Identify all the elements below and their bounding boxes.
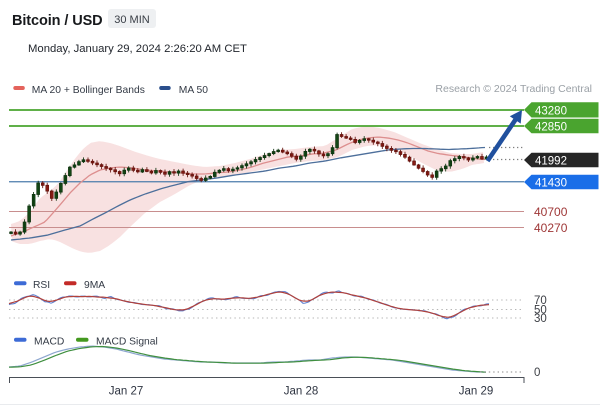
svg-text:Jan 28: Jan 28 <box>284 386 319 398</box>
svg-text:RSI: RSI <box>33 280 50 291</box>
svg-text:41992: 41992 <box>535 156 567 168</box>
svg-text:70: 70 <box>534 295 547 307</box>
svg-text:Jan 27: Jan 27 <box>109 386 144 398</box>
svg-text:30: 30 <box>534 313 547 325</box>
svg-text:MA 20 + Bollinger Bands: MA 20 + Bollinger Bands <box>32 85 145 96</box>
svg-text:MACD Signal: MACD Signal <box>96 337 158 348</box>
svg-text:40270: 40270 <box>534 221 568 235</box>
svg-text:Research © 2024 Trading Centra: Research © 2024 Trading Central <box>435 83 592 95</box>
svg-text:0: 0 <box>534 367 540 379</box>
svg-text:41430: 41430 <box>535 178 567 190</box>
svg-text:40700: 40700 <box>534 205 568 219</box>
svg-text:Jan 29: Jan 29 <box>459 386 494 398</box>
svg-text:42850: 42850 <box>535 122 567 134</box>
svg-text:MACD: MACD <box>34 337 64 348</box>
svg-text:30 MIN: 30 MIN <box>114 14 150 26</box>
svg-text:MA 50: MA 50 <box>179 85 208 96</box>
svg-text:43280: 43280 <box>535 105 567 117</box>
svg-text:50: 50 <box>534 305 547 317</box>
svg-text:Monday, January 29, 2024 2:26:: Monday, January 29, 2024 2:26:20 AM CET <box>28 43 247 55</box>
svg-text:9MA: 9MA <box>84 280 105 291</box>
svg-text:Bitcoin / USD: Bitcoin / USD <box>12 13 103 29</box>
